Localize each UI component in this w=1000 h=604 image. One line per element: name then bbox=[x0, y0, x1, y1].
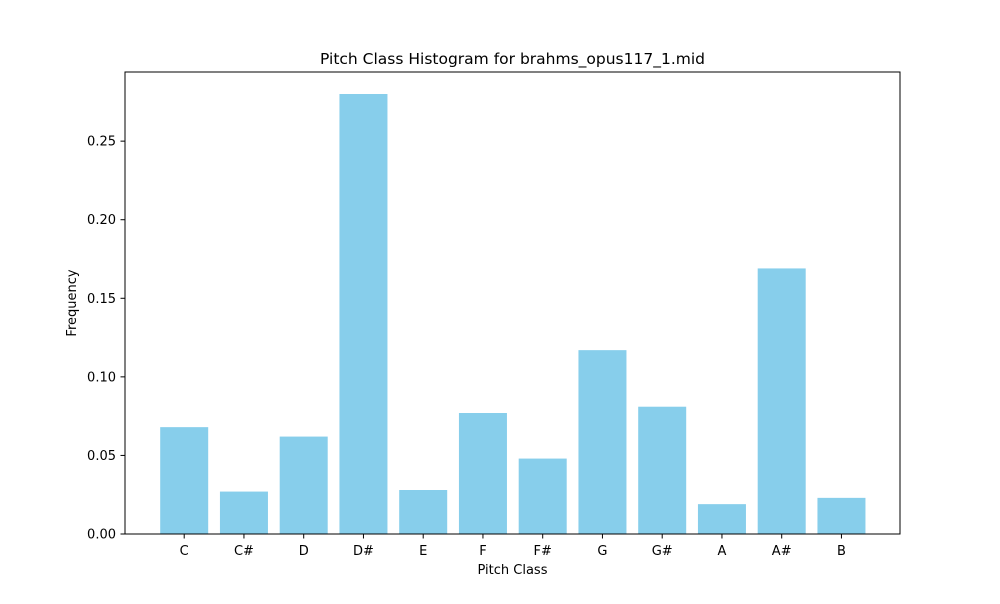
x-axis-label: Pitch Class bbox=[478, 563, 548, 578]
x-tick-label: A bbox=[717, 544, 726, 559]
bars-layer bbox=[160, 94, 866, 534]
x-tick-label: C bbox=[180, 544, 189, 559]
plot-frame bbox=[124, 71, 901, 535]
x-tick-label: D# bbox=[353, 544, 374, 559]
x-tick-label: F bbox=[479, 544, 486, 559]
x-tick-label: D bbox=[299, 544, 309, 559]
x-tick-label: C# bbox=[234, 544, 254, 559]
y-tick-label: 0.05 bbox=[87, 449, 116, 464]
bar-e bbox=[399, 490, 448, 534]
y-tick-label: 0.20 bbox=[87, 213, 116, 228]
bar-c bbox=[160, 427, 209, 534]
bar-a bbox=[697, 504, 746, 534]
x-tick-label: B bbox=[837, 544, 846, 559]
x-tick-label: A# bbox=[772, 544, 792, 559]
bar-f bbox=[458, 413, 507, 534]
y-axis-label: Frequency bbox=[65, 269, 80, 336]
y-tick-label: 0.15 bbox=[87, 292, 116, 307]
bar-d-sharp bbox=[339, 94, 388, 534]
bar-a-sharp bbox=[757, 268, 806, 534]
y-tick-label: 0.25 bbox=[87, 135, 116, 150]
x-tick-label: F# bbox=[534, 544, 552, 559]
ticks-layer: C C# D D# E F F# G G# A A# B 0.00 0.05 0.10 0.15 0.20 0.2… bbox=[87, 135, 846, 559]
bar-g bbox=[578, 350, 627, 534]
bar-g-sharp bbox=[638, 406, 687, 534]
bar-b bbox=[817, 497, 866, 534]
y-tick-label: 0.00 bbox=[87, 528, 116, 543]
bar-d bbox=[279, 436, 328, 534]
x-tick-label: E bbox=[419, 544, 427, 559]
y-tick-label: 0.10 bbox=[87, 370, 116, 385]
bar-f-sharp bbox=[518, 458, 567, 534]
x-tick-label: G bbox=[597, 544, 607, 559]
chart-title: Pitch Class Histogram for brahms_opus117… bbox=[320, 50, 705, 69]
bar-c-sharp bbox=[219, 491, 268, 534]
x-tick-label: G# bbox=[652, 544, 673, 559]
